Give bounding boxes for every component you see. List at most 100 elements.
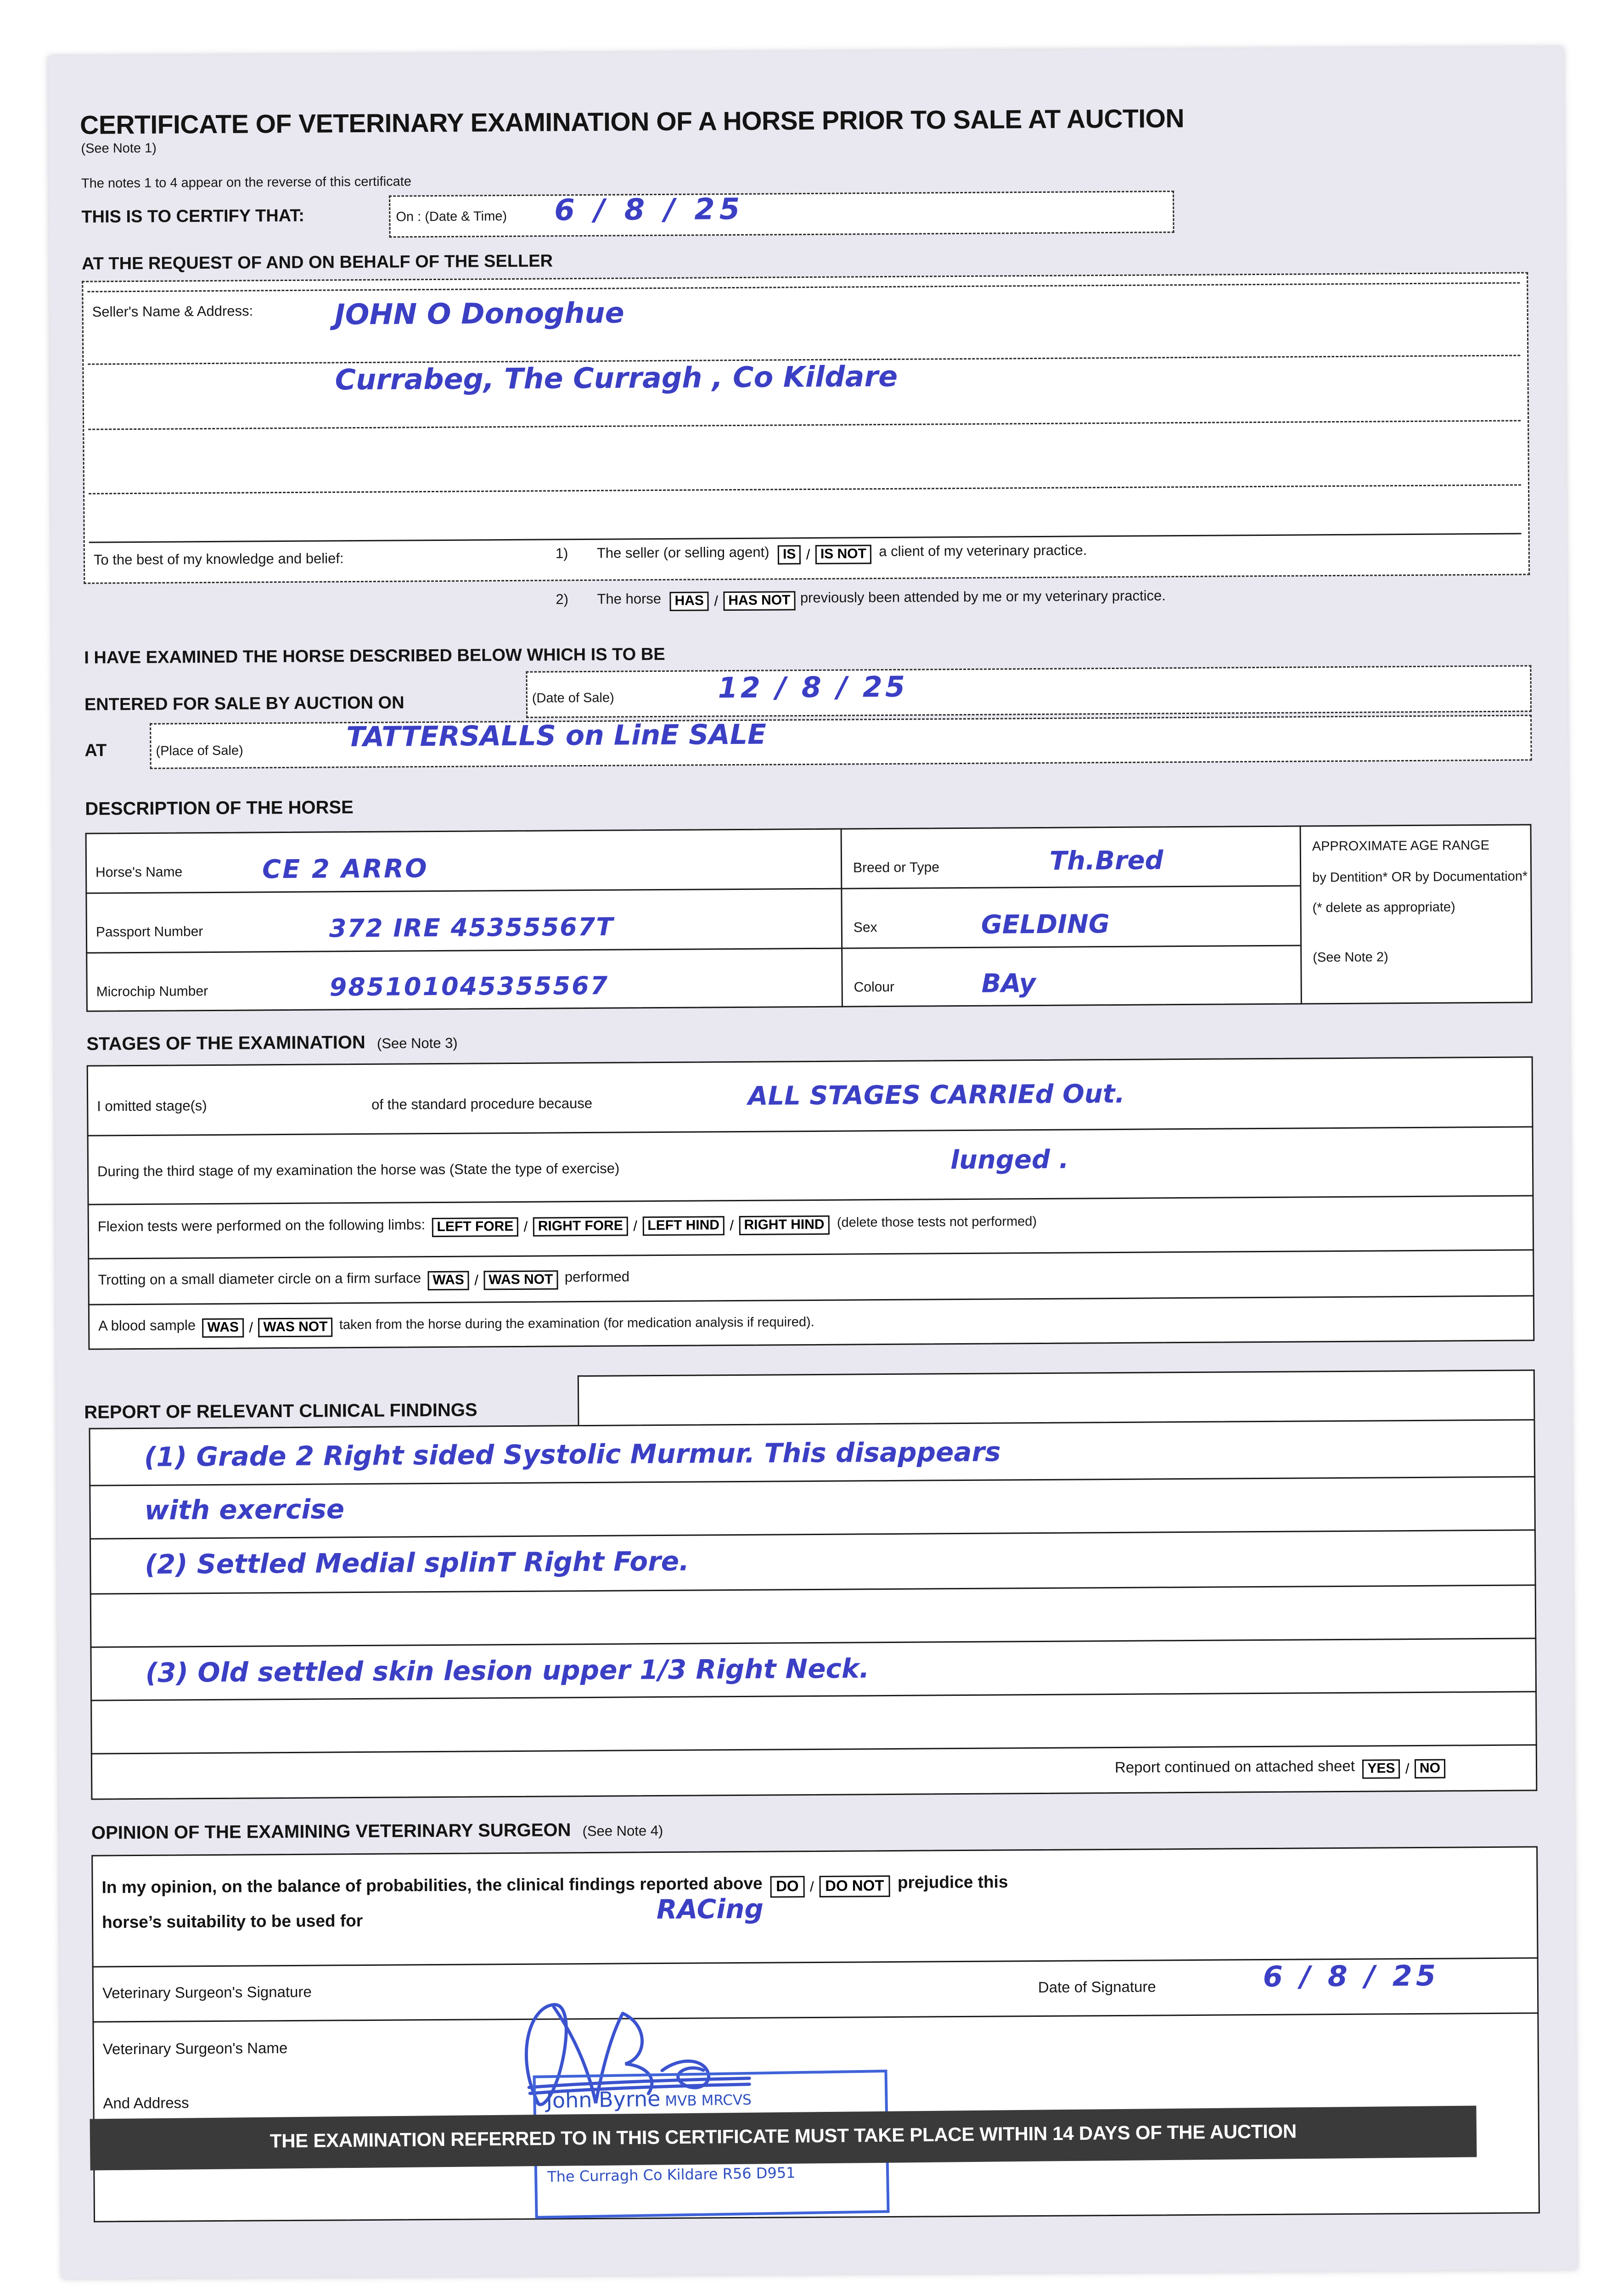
- item1-pre: The seller (or selling agent): [596, 544, 769, 561]
- option-is-not[interactable]: IS NOT: [815, 545, 872, 564]
- notes-reverse-line: The notes 1 to 4 appear on the reverse o…: [81, 174, 411, 191]
- seller-name-address-label: Seller's Name & Address:: [92, 303, 253, 320]
- date-of-sale-label: (Date of Sale): [532, 690, 614, 706]
- option-right-fore[interactable]: RIGHT FORE: [533, 1216, 628, 1237]
- stamp-name-text: John Byrne: [545, 2086, 661, 2113]
- flexion-note: (delete those tests not performed): [837, 1214, 1037, 1230]
- item1-post: a client of my veterinary practice.: [879, 542, 1087, 560]
- trot-row: Trotting on a small diameter circle on a…: [98, 1268, 629, 1292]
- seller-address-value: Currabeg, The Curragh , Co Kildare: [335, 359, 898, 397]
- omitted-stages-mid: of the standard procedure because: [371, 1095, 593, 1113]
- entered-for-sale-label: ENTERED FOR SALE BY AUCTION ON: [84, 693, 404, 715]
- stages-heading-text: STAGES OF THE EXAMINATION: [86, 1032, 365, 1054]
- date-time-field[interactable]: On : (Date & Time): [389, 191, 1174, 238]
- passport-number-value: 372 IRE 45355567T: [329, 912, 614, 943]
- horse-name-label: Horse's Name: [95, 864, 183, 880]
- slash-t1: /: [474, 1272, 479, 1289]
- examined-line: I HAVE EXAMINED THE HORSE DESCRIBED BELO…: [84, 644, 665, 668]
- knowledge-item-2: 2) The horse HAS / HAS NOT previously be…: [556, 587, 1166, 612]
- place-of-sale-label: (Place of Sale): [156, 743, 243, 759]
- blood-pre: A blood sample: [98, 1317, 196, 1334]
- slash-1: /: [806, 546, 810, 563]
- slash-f1: /: [523, 1218, 528, 1235]
- option-has[interactable]: HAS: [669, 591, 709, 611]
- stages-heading-note: (See Note 3): [376, 1035, 458, 1052]
- page-title: CERTIFICATE OF VETERINARY EXAMINATION OF…: [79, 104, 1185, 140]
- title-note: (See Note 1): [81, 141, 157, 156]
- finding-line-1: (1) Grade 2 Right sided Systolic Murmur.…: [144, 1436, 1001, 1473]
- finding-line-4: (3) Old settled skin lesion upper 1/3 Ri…: [145, 1653, 870, 1688]
- date-of-signature-label: Date of Signature: [1038, 1978, 1156, 1996]
- date-time-label: On : (Date & Time): [396, 209, 507, 225]
- date-of-sale-field[interactable]: (Date of Sale): [526, 665, 1532, 718]
- option-blood-was[interactable]: WAS: [202, 1318, 244, 1338]
- knowledge-item-1: 1) The seller (or selling agent) IS / IS…: [556, 542, 1087, 566]
- breed-label: Breed or Type: [853, 860, 940, 876]
- stamp-qualifications: MVB MRCVS: [665, 2091, 752, 2110]
- seller-name-value: JOHN O Donoghue: [334, 296, 624, 332]
- blood-post: taken from the horse during the examinat…: [339, 1314, 814, 1333]
- opinion-text-part3: horse’s suitability to be used for: [101, 1911, 363, 1932]
- at-label: AT: [84, 741, 107, 760]
- colour-value: BAy: [981, 968, 1036, 999]
- third-stage-value: lunged .: [950, 1144, 1069, 1176]
- slash-2: /: [714, 593, 719, 609]
- sex-value: GELDING: [981, 909, 1110, 940]
- colour-label: Colour: [854, 979, 895, 995]
- option-trot-was[interactable]: WAS: [427, 1271, 469, 1290]
- footer-banner-text: THE EXAMINATION REFERRED TO IN THIS CERT…: [270, 2120, 1297, 2152]
- option-trot-was-not[interactable]: WAS NOT: [483, 1270, 558, 1290]
- option-continued-yes[interactable]: YES: [1362, 1759, 1400, 1779]
- opinion-heading: OPINION OF THE EXAMINING VETERINARY SURG…: [91, 1819, 663, 1844]
- option-do-not[interactable]: DO NOT: [819, 1875, 890, 1898]
- report-continued-label: Report continued on attached sheet: [1114, 1757, 1355, 1776]
- age-panel-line-1: APPROXIMATE AGE RANGE: [1312, 838, 1490, 854]
- age-panel-line-3: (* delete as appropriate): [1312, 900, 1455, 916]
- vet-signature: [524, 2003, 751, 2106]
- horse-name-value: CE 2 ARRO: [262, 854, 428, 885]
- trot-pre: Trotting on a small diameter circle on a…: [98, 1270, 421, 1288]
- option-blood-was-not[interactable]: WAS NOT: [258, 1317, 333, 1337]
- knowledge-intro: To the best of my knowledge and belief:: [93, 550, 344, 568]
- option-left-hind[interactable]: LEFT HIND: [642, 1216, 725, 1236]
- age-panel-line-2: by Dentition* OR by Documentation*: [1312, 869, 1528, 885]
- item2-pre: The horse: [597, 590, 662, 607]
- breed-value: Th.Bred: [1049, 845, 1163, 876]
- certify-label: THIS IS TO CERTIFY THAT:: [81, 206, 305, 227]
- slash-f2: /: [633, 1218, 637, 1234]
- finding-line-3: (2) Settled Medial splinT Right Fore.: [145, 1545, 690, 1580]
- opinion-text-part2: prejudice this: [897, 1872, 1008, 1892]
- certificate-page: CERTIFICATE OF VETERINARY EXAMINATION OF…: [48, 46, 1577, 2279]
- findings-heading-box: [577, 1369, 1535, 1425]
- stages-heading: STAGES OF THE EXAMINATION (See Note 3): [86, 1032, 458, 1055]
- report-continued-row: Report continued on attached sheet YES /…: [1114, 1757, 1446, 1780]
- blood-row: A blood sample WAS / WAS NOT taken from …: [98, 1313, 814, 1338]
- option-do[interactable]: DO: [770, 1876, 805, 1898]
- seller-heading: AT THE REQUEST OF AND ON BEHALF OF THE S…: [81, 251, 553, 274]
- sex-label: Sex: [853, 920, 877, 935]
- place-of-sale-value: TATTERSALLS on LinE SALE: [346, 718, 767, 754]
- stamp-address: The Curragh Co Kildare R56 D951: [547, 2164, 796, 2186]
- slash-c1: /: [1405, 1760, 1410, 1777]
- trot-post: performed: [564, 1268, 630, 1285]
- option-is[interactable]: IS: [777, 545, 801, 564]
- option-left-fore[interactable]: LEFT FORE: [432, 1217, 519, 1237]
- date-time-value: 6 / 8 / 25: [554, 192, 745, 228]
- age-panel-line-4: (See Note 2): [1313, 950, 1388, 965]
- opinion-heading-text: OPINION OF THE EXAMINING VETERINARY SURG…: [91, 1820, 571, 1843]
- horse-description-heading: DESCRIPTION OF THE HORSE: [85, 797, 354, 819]
- flexion-label: Flexion tests were performed on the foll…: [97, 1216, 426, 1235]
- option-right-hind[interactable]: RIGHT HIND: [739, 1215, 830, 1235]
- vet-name-label: Veterinary Surgeon's Name: [102, 2039, 288, 2058]
- slash-o1: /: [809, 1878, 814, 1895]
- microchip-number-value: 985101045355567: [329, 971, 609, 1002]
- item2-post: previously been attended by me or my vet…: [800, 587, 1166, 606]
- option-continued-no[interactable]: NO: [1414, 1759, 1446, 1778]
- slash-f3: /: [730, 1217, 734, 1233]
- option-has-not[interactable]: HAS NOT: [723, 591, 796, 611]
- finding-line-2: with exercise: [144, 1493, 345, 1526]
- omitted-stages-pre: I omitted stage(s): [97, 1097, 207, 1114]
- passport-number-label: Passport Number: [95, 924, 203, 940]
- item2-number: 2): [556, 591, 569, 608]
- slash-b1: /: [249, 1319, 253, 1336]
